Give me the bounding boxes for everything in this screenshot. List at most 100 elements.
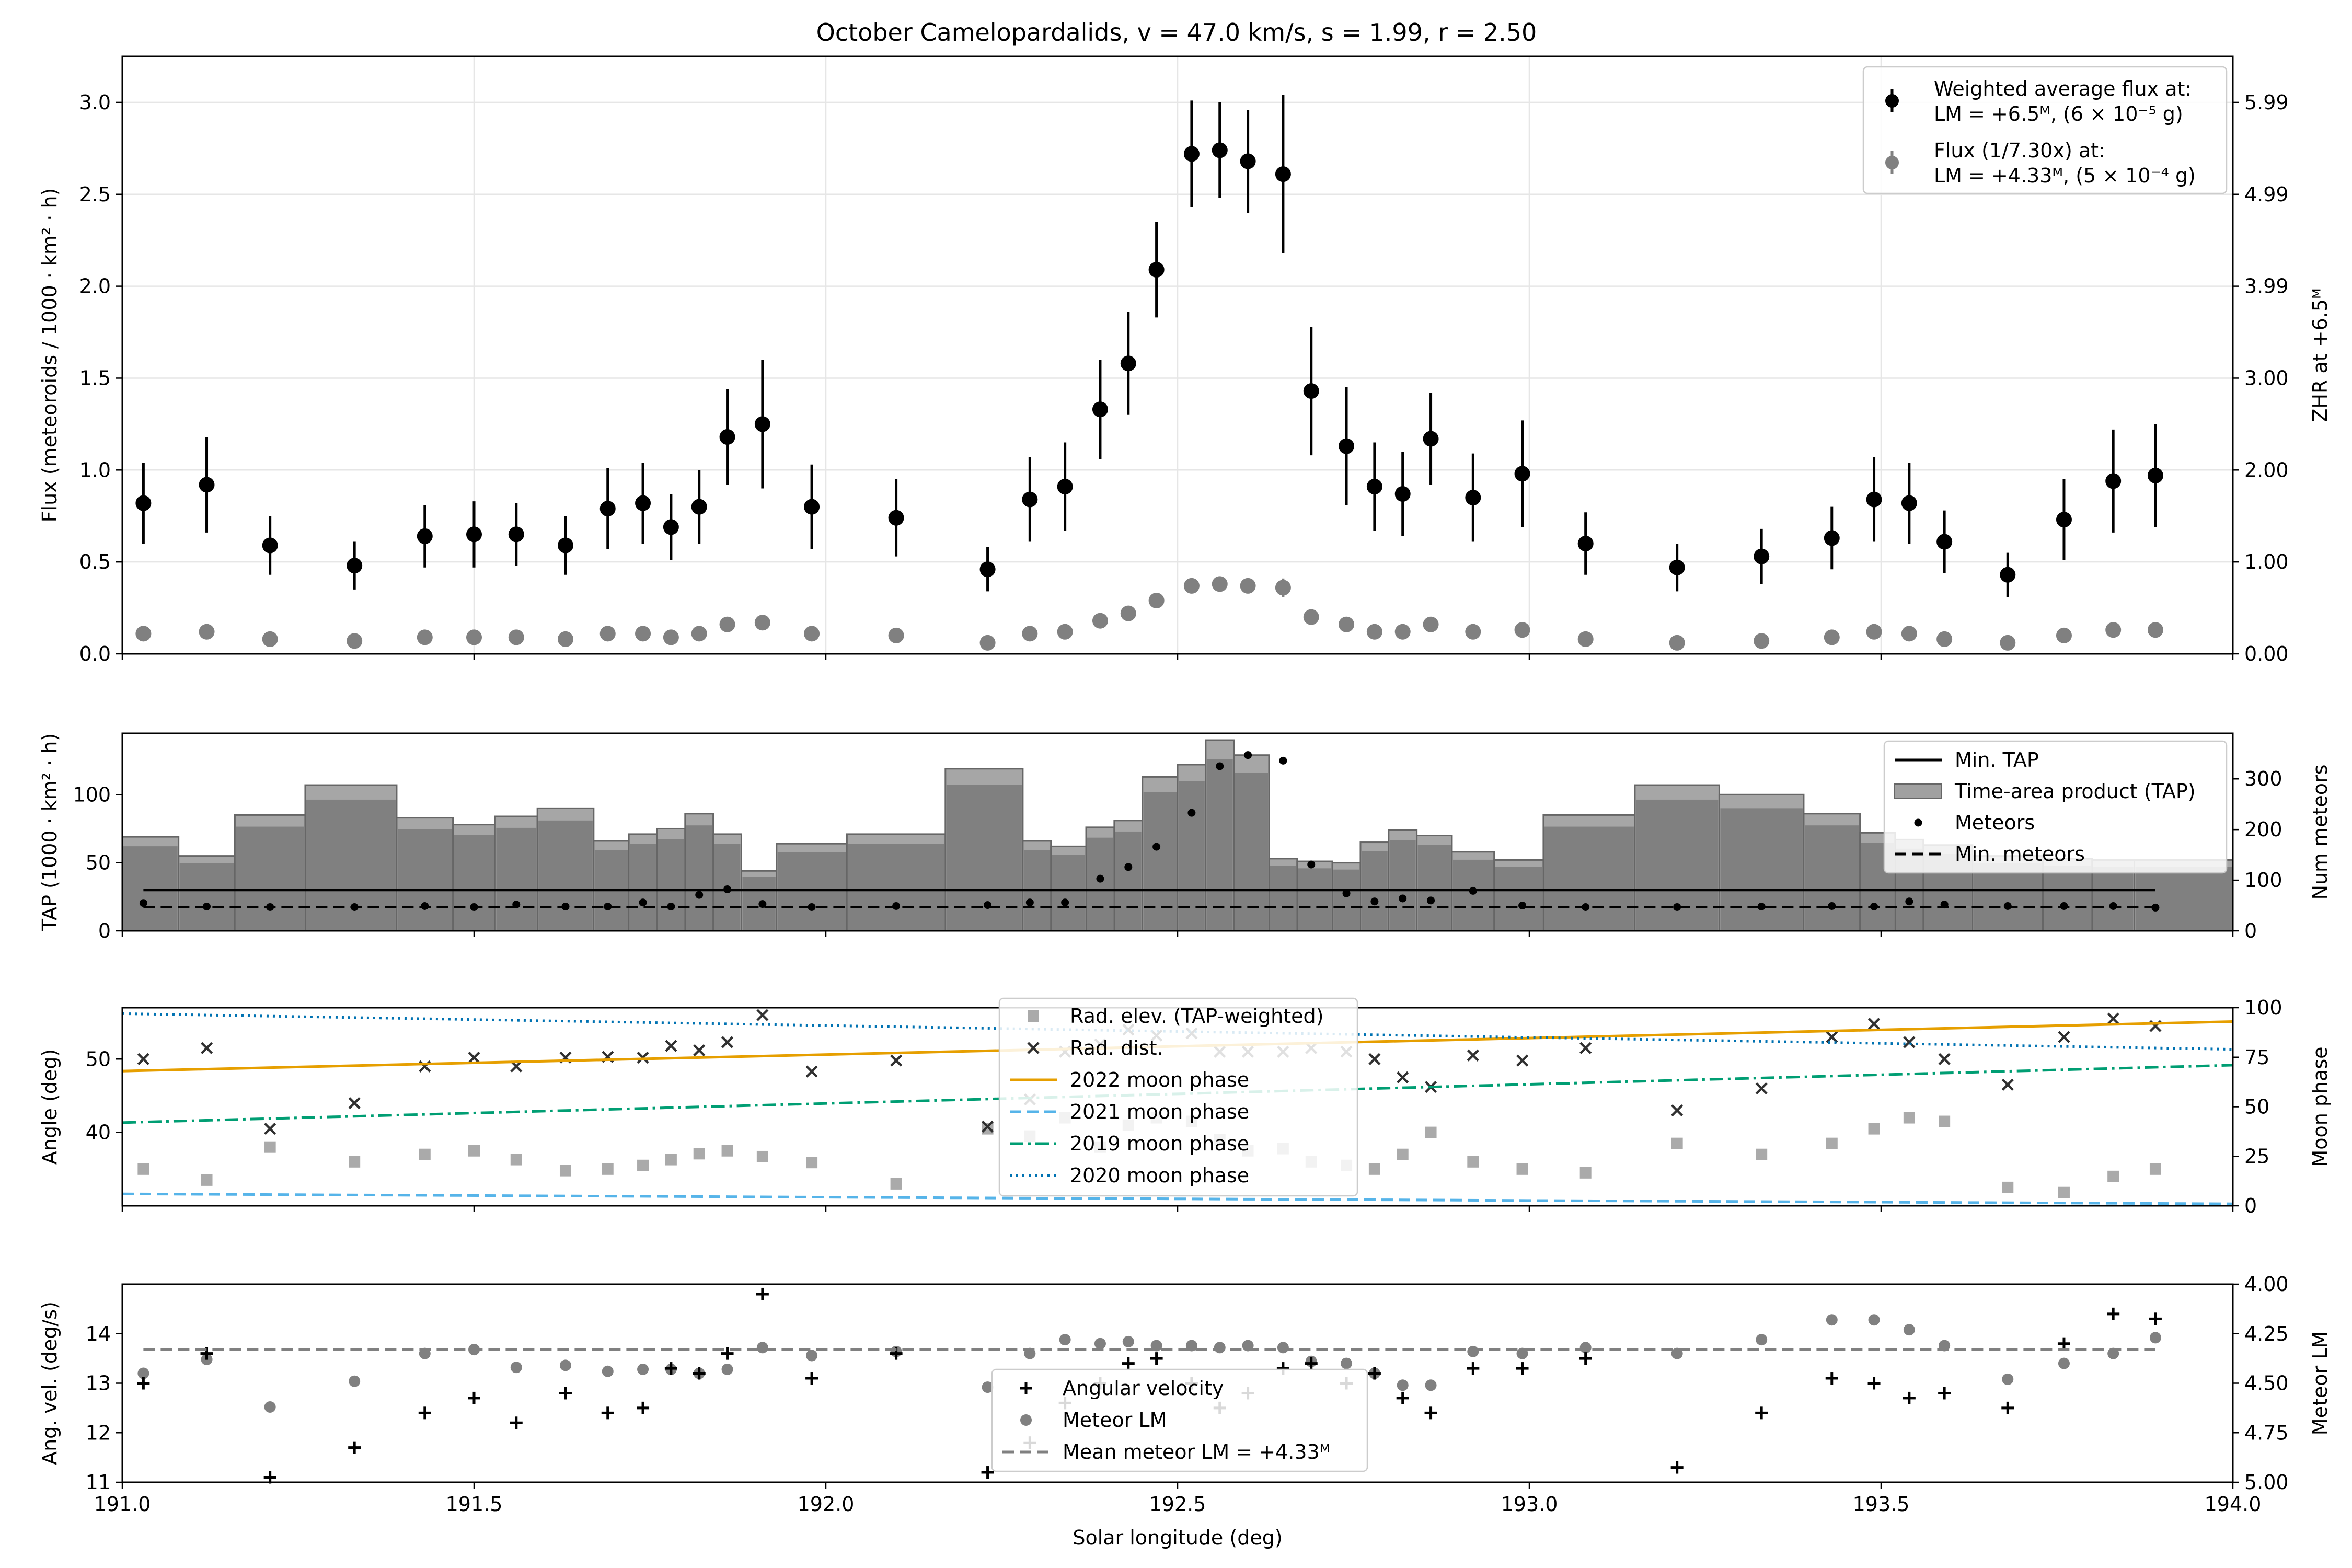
- flux-legend-marker: [1885, 94, 1899, 108]
- x-tick-label: 192.5: [1149, 1493, 1206, 1516]
- flux-y-tick-label: 2.5: [79, 183, 111, 206]
- velocity-legend: Angular velocity Meteor LM Mean meteor LM …: [991, 1368, 1368, 1472]
- x-tick-label: 193.0: [1501, 1493, 1558, 1516]
- meteor-lm-point: [510, 1362, 522, 1374]
- rad-elev-point: [1425, 1126, 1437, 1138]
- rad-dist-point-b: [1755, 1082, 1768, 1094]
- ang-vel-point: [664, 1362, 677, 1375]
- tap-bar-inner: [630, 844, 656, 931]
- meteor-lm-point: [1868, 1314, 1880, 1326]
- flux-point: [635, 495, 651, 511]
- meteor-lm-point: [1579, 1342, 1592, 1354]
- tap-right-tick-label: 300: [2244, 767, 2282, 790]
- flux-point: [1866, 624, 1882, 640]
- rad-dist-point: [2107, 1012, 2119, 1025]
- meteor-lm-point: [2002, 1373, 2014, 1385]
- meteor-count-point: [1124, 863, 1133, 871]
- lm-right-tick-label: 4.75: [2244, 1421, 2289, 1444]
- rad-dist-point-b: [348, 1097, 361, 1110]
- rad-dist-point: [1368, 1053, 1381, 1065]
- tap-bar-inner: [306, 799, 396, 931]
- rad-dist-point: [468, 1051, 480, 1064]
- ang-vel-point: [1755, 1406, 1768, 1420]
- rad-elev-point: [1826, 1137, 1838, 1149]
- velocity-legend-label: Mean meteor LM = +4.33ᴹ: [1063, 1440, 1330, 1463]
- flux-point: [508, 629, 524, 645]
- flux-point: [1465, 490, 1481, 506]
- meteor-lm-point: [1214, 1342, 1226, 1354]
- flux-point: [2147, 467, 2163, 483]
- meteor-count-point: [758, 900, 767, 908]
- flux-point: [599, 501, 616, 517]
- meteor-count-point: [350, 903, 359, 911]
- tap-bar-inner: [2093, 867, 2134, 931]
- meteor-count-point: [470, 903, 478, 911]
- flux-point: [1669, 559, 1685, 575]
- rad-dist-point-b: [1867, 1018, 1881, 1030]
- meteor-lm-point: [1826, 1314, 1838, 1326]
- meteor-lm-point: [1425, 1379, 1437, 1391]
- ang-vel-point: [637, 1401, 650, 1414]
- ang-vel-point: [1396, 1391, 1409, 1404]
- meteor-count-point: [1905, 897, 1913, 906]
- meteor-count-point: [892, 902, 901, 910]
- tap-bar-inner: [1495, 867, 1542, 931]
- tap-y-tick-label: 0: [98, 919, 111, 942]
- rad-dist-point: [805, 1065, 818, 1078]
- x-tick-label: 193.5: [1853, 1493, 1910, 1516]
- tap-bar-inner: [946, 785, 1022, 931]
- zhr-right-tick-label: 3.00: [2244, 366, 2289, 389]
- meteor-lm-point: [721, 1363, 733, 1375]
- flux-point: [508, 526, 524, 543]
- meteor-count-points: [139, 751, 2160, 912]
- meteor-count-point: [1518, 902, 1527, 910]
- tap-bar-inner: [123, 846, 178, 931]
- flux-point: [1754, 633, 1770, 649]
- rad-elev-point: [2107, 1170, 2119, 1182]
- flux-point: [599, 626, 616, 642]
- rad-dist-point-b: [1579, 1042, 1592, 1054]
- flux-point: [663, 519, 679, 535]
- meteor-count-point: [1244, 751, 1252, 759]
- moon-right-tick-label: 100: [2244, 996, 2282, 1019]
- flux-point: [888, 510, 904, 526]
- velocity-legend-label: Angular velocity: [1063, 1377, 1224, 1400]
- rad-elev-point: [806, 1157, 818, 1169]
- flux-point: [1339, 616, 1355, 632]
- tap-legend-box: [1883, 740, 2228, 874]
- meteor-count-point: [1757, 902, 1766, 910]
- meteor-lm-point: [559, 1359, 571, 1371]
- rad-dist-point-b: [200, 1042, 213, 1054]
- meteor-lm-point: [1122, 1335, 1134, 1347]
- flux-point: [1514, 466, 1530, 482]
- meteor-count-point: [1673, 903, 1681, 911]
- angle-y-axis-label: Angle (deg): [38, 1049, 61, 1165]
- rad-elev-point: [1368, 1163, 1380, 1175]
- tap-bar-inner: [397, 829, 452, 931]
- meteor-count-point: [1025, 898, 1034, 907]
- flux-y-tick-label: 0.0: [79, 642, 111, 665]
- tap-bar-inner: [1417, 845, 1451, 931]
- meteor-lm-point: [264, 1401, 276, 1413]
- meteor-count-point: [1152, 843, 1161, 851]
- flux-point: [1303, 383, 1319, 399]
- moon-right-tick-label: 75: [2244, 1046, 2269, 1069]
- flux-point: [1240, 153, 1256, 169]
- flux-point: [466, 526, 482, 543]
- tap-bar-inner: [1087, 837, 1113, 931]
- flux-point: [1866, 491, 1882, 508]
- flux-y-axis-label: Flux (meteoroids / 1000 · km² · h): [38, 188, 61, 523]
- meteor-lm-point: [982, 1381, 994, 1393]
- flux-y-tick-label: 0.5: [79, 550, 111, 573]
- rad-elev-point: [1903, 1112, 1915, 1124]
- angle-legend-label: Rad. dist.: [1070, 1036, 1163, 1059]
- meteor-count-point: [1307, 860, 1316, 869]
- rad-dist-point-b: [665, 1040, 677, 1052]
- angle-legend-label: Rad. elev. (TAP-weighted): [1070, 1005, 1323, 1028]
- tap-right-tick-label: 0: [2244, 919, 2257, 942]
- meteor-count-point: [1427, 896, 1435, 905]
- rad-elev-point: [637, 1159, 649, 1171]
- rad-dist-point-b: [2001, 1078, 2014, 1091]
- angle-y-tick-label: 50: [86, 1047, 111, 1070]
